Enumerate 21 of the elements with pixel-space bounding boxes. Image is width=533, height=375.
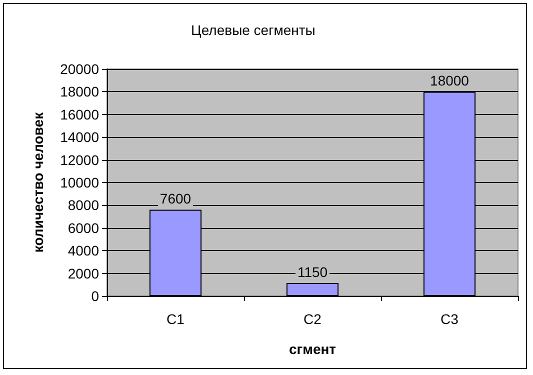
x-axis-title: сгмент — [288, 341, 336, 357]
y-tick-label: 6000 — [68, 220, 100, 236]
data-label: 18000 — [430, 72, 470, 89]
y-axis-title: количество человек — [30, 111, 46, 253]
x-tick-label: C3 — [440, 311, 459, 327]
data-label: 7600 — [160, 190, 192, 207]
y-tick-label: 0 — [91, 288, 100, 304]
y-tick-label: 8000 — [68, 197, 100, 214]
y-tick-label: 18000 — [60, 84, 100, 100]
y-tick-label: 12000 — [60, 152, 100, 168]
x-tick-label: C2 — [304, 311, 322, 327]
bar — [286, 282, 339, 296]
y-tick-label: 20000 — [60, 61, 100, 77]
x-tick-label: C1 — [166, 311, 185, 327]
y-tick-label: 4000 — [68, 242, 100, 259]
y-tick-label: 2000 — [68, 265, 100, 282]
y-tick-label: 16000 — [60, 106, 100, 122]
chart-title: Целевые сегменты — [191, 22, 316, 38]
data-label: 1150 — [297, 264, 328, 280]
y-tick-label: 10000 — [60, 174, 100, 190]
y-tick-label: 14000 — [60, 129, 100, 146]
